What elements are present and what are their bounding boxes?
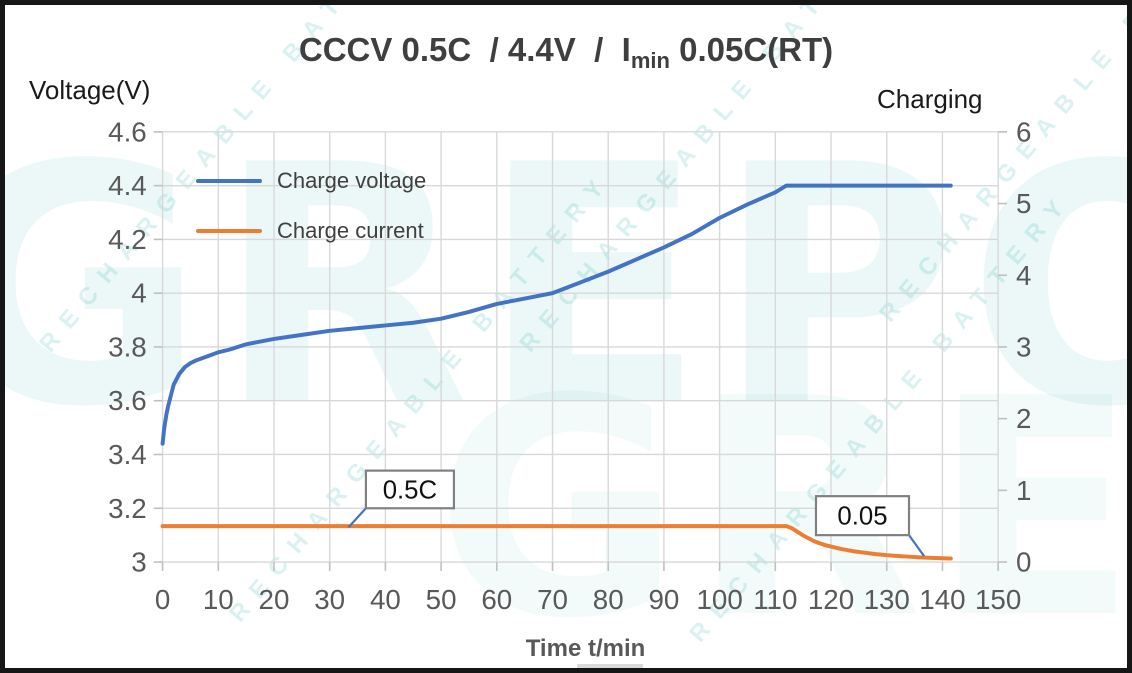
- left-axis-tick-label: 3.8: [108, 331, 147, 362]
- x-axis-tick-label: 150: [975, 584, 1021, 615]
- x-axis-tick-label: 90: [648, 584, 679, 615]
- left-axis-tick-label: 3.6: [108, 385, 147, 416]
- left-axis-tick-label: 3.2: [108, 493, 147, 524]
- chart-title-subscript: min: [630, 48, 670, 73]
- right-axis-tick-label: 5: [1016, 188, 1031, 219]
- x-axis-title: Time t/min: [525, 635, 646, 662]
- voltage-curve: [160, 183, 953, 446]
- chart-title-suffix: 0.05C(RT): [669, 31, 834, 68]
- current-line-swatch: [196, 229, 262, 233]
- right-axis-tick-label: 6: [1016, 116, 1031, 147]
- right-axis-tick-label: 1: [1016, 475, 1031, 506]
- right-axis-tick-label: 2: [1016, 403, 1031, 434]
- legend-label: Charge current: [277, 218, 424, 243]
- x-axis-tick-label: 70: [537, 584, 568, 615]
- x-axis-tick-label: 10: [203, 584, 234, 615]
- legend-label: Charge voltage: [277, 168, 427, 193]
- cropped-caption-fragment: [577, 664, 643, 668]
- x-axis-tick-label: 30: [314, 584, 345, 615]
- right-axis-tick-label: 0: [1016, 547, 1031, 578]
- x-axis-tick-label: 140: [919, 584, 965, 615]
- chart-title: CCCV 0.5C / 4.4V / Imin 0.05C(RT): [5, 31, 1127, 74]
- annotation-leader-line: [908, 534, 925, 557]
- left-axis-tick-label: 4.2: [108, 224, 147, 255]
- x-axis-tick-label: 100: [696, 584, 742, 615]
- left-axis-title: Voltage(V): [29, 75, 151, 105]
- x-axis-tick-label: 60: [481, 584, 512, 615]
- annotation-box: [364, 469, 456, 510]
- current-curve: [160, 524, 953, 561]
- x-axis-tick-label: 110: [753, 584, 797, 615]
- legend-item-charge-voltage: Charge voltage: [196, 156, 426, 206]
- annotation-label: 0.05: [837, 503, 887, 531]
- x-axis-tick-label: 0: [155, 584, 170, 615]
- left-axis-tick-label: 4.6: [108, 116, 147, 147]
- voltage-line-swatch: [196, 179, 262, 183]
- annotation-label: 0.5C: [383, 476, 437, 504]
- x-axis-tick-label: 20: [259, 584, 290, 615]
- legend-item-charge-current: Charge current: [196, 206, 426, 256]
- left-axis-tick-label: 3: [131, 547, 146, 578]
- right-axis-title: Charging: [877, 84, 983, 114]
- right-axis-tick-label: 3: [1016, 331, 1031, 362]
- x-axis-tick-label: 130: [864, 584, 910, 615]
- x-axis-tick-label: 40: [370, 584, 401, 615]
- annotation-box: [814, 495, 911, 537]
- x-axis-tick-label: 50: [426, 584, 457, 615]
- left-axis-tick-label: 4: [131, 278, 146, 309]
- left-axis-tick-label: 3.4: [108, 439, 147, 470]
- left-axis-tick-label: 4.4: [108, 170, 147, 201]
- chart-title-main: CCCV 0.5C / 4.4V / I: [298, 31, 631, 68]
- right-axis-tick-label: 4: [1016, 260, 1031, 291]
- annotation-leader-line: [347, 507, 367, 528]
- x-axis-tick-label: 120: [808, 584, 854, 615]
- legend: Charge voltage Charge current: [196, 156, 426, 256]
- x-axis-tick-label: 80: [593, 584, 624, 615]
